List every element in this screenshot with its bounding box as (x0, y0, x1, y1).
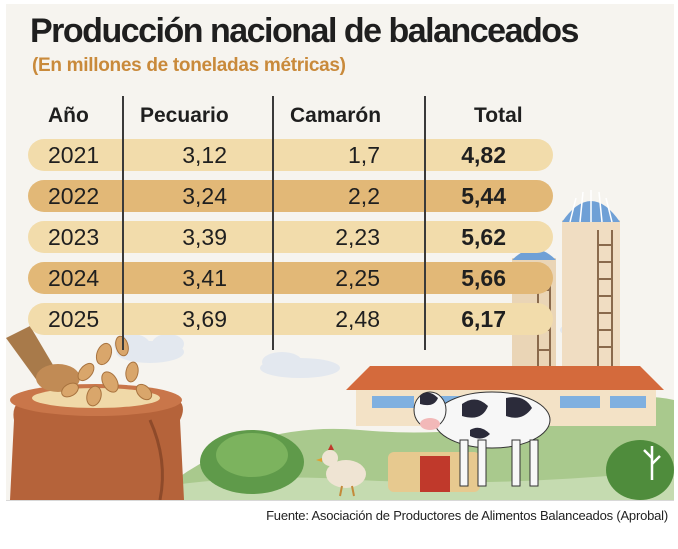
cell-year: 2022 (48, 183, 100, 209)
table-row (28, 303, 553, 335)
cell-pecuario: 3,69 (182, 306, 227, 332)
source-note: Fuente: Asociación de Productores de Ali… (266, 508, 668, 523)
cell-total: 5,66 (461, 265, 506, 291)
cell-pecuario: 3,39 (182, 224, 227, 250)
cell-pecuario: 3,12 (182, 142, 227, 168)
cow (413, 391, 551, 487)
grains (61, 335, 153, 407)
feed-sack (10, 384, 184, 501)
header-total: Total (474, 104, 523, 127)
column-divider (122, 96, 124, 350)
cell-year: 2023 (48, 224, 100, 250)
header-year: Año (48, 104, 89, 127)
barn-door (420, 456, 450, 492)
bottom-rule (6, 500, 674, 501)
header-pecuario: Pecuario (140, 104, 229, 127)
page-title: Producción nacional de balanceados (30, 12, 579, 50)
cell-camaron: 2,25 (335, 265, 380, 291)
cell-total: 6,17 (461, 306, 506, 332)
cell-year: 2025 (48, 306, 100, 332)
hill-front (90, 470, 674, 500)
cell-total: 4,82 (461, 142, 506, 168)
cell-camaron: 2,23 (335, 224, 380, 250)
cell-year: 2021 (48, 142, 100, 168)
table-row (28, 221, 553, 253)
cell-total: 5,44 (461, 183, 506, 209)
cell-camaron: 2,2 (348, 183, 380, 209)
sign (643, 446, 661, 480)
header-camaron: Camarón (290, 104, 382, 127)
table-row (28, 262, 553, 294)
column-divider (272, 96, 274, 350)
table-row (28, 139, 553, 171)
column-divider (424, 96, 426, 350)
page-subtitle: (En millones de toneladas métricas) (32, 55, 346, 76)
bush (200, 430, 674, 500)
scoop (6, 326, 80, 392)
cell-total: 5,62 (461, 224, 506, 250)
cell-year: 2024 (48, 265, 100, 291)
hen (316, 444, 366, 497)
table-row (28, 180, 553, 212)
cell-pecuario: 3,24 (182, 183, 227, 209)
cell-camaron: 1,7 (348, 142, 380, 168)
cell-camaron: 2,48 (335, 306, 380, 332)
cell-pecuario: 3,41 (182, 265, 227, 291)
